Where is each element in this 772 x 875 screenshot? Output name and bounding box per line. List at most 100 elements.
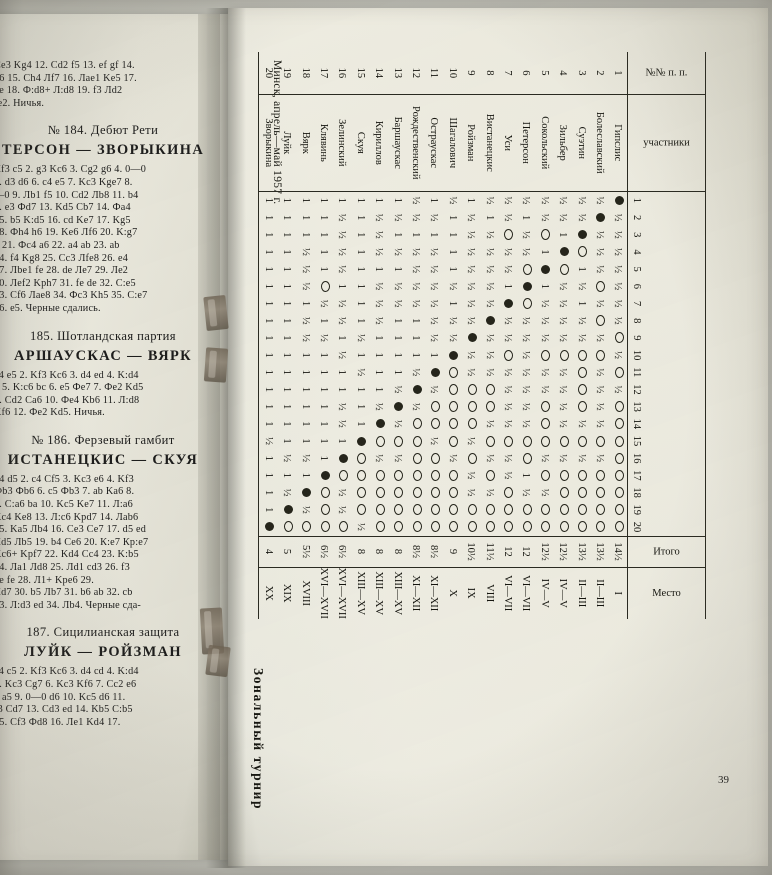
result-cell <box>388 484 406 501</box>
zero-glyph <box>302 521 312 533</box>
table-row: 13 Баршаускас 1 ½ 1 ½ 1 ½ ½ 1 1 1 1 ½ ½ ½ 8 XIII—XV <box>387 52 407 619</box>
result-cell <box>370 501 388 518</box>
result-cell: ½ <box>501 471 513 480</box>
zero-glyph <box>541 504 551 516</box>
zero-glyph <box>596 504 606 516</box>
column-header-opponent-18: 18 <box>627 483 706 502</box>
result-cell: ½ <box>465 368 477 377</box>
zero-glyph <box>614 452 624 464</box>
result-cell <box>517 261 535 278</box>
zero-glyph <box>357 504 367 516</box>
game-move-line: Kc6+ Kpf7 22. Kd4 Cc4 23. K:b5 <box>0 549 139 561</box>
total-score: 12½ <box>553 536 572 568</box>
player-name: Клявинь <box>314 94 333 192</box>
result-cell: 1 <box>446 249 458 255</box>
zero-glyph <box>486 469 496 481</box>
result-cell: ½ <box>373 402 385 411</box>
result-cell: ½ <box>336 402 348 411</box>
result-cell: ½ <box>299 265 311 274</box>
result-cell: ½ <box>593 248 605 256</box>
result-cell: ½ <box>410 213 422 222</box>
result-cell: 1 <box>258 380 278 399</box>
result-cell: ½ <box>593 402 605 411</box>
result-cell: ½ <box>593 454 605 463</box>
zero-glyph <box>467 401 477 413</box>
row-number: 13 <box>391 67 403 79</box>
result-cell: 1 <box>295 191 315 209</box>
game-move-line: Kc4 Ke8 13. Л:c6 Kpd7 14. Лаb6 <box>0 511 139 523</box>
game-move-line: 15. Cf3 Фd8 16. Лe1 Kd4 17. <box>0 716 121 728</box>
result-cell: ½ <box>557 454 569 463</box>
game-move-line: 7 21. Фc4 a6 22. a4 ab 23. ab <box>0 239 120 251</box>
zero-glyph <box>357 469 367 481</box>
result-cell <box>480 398 498 415</box>
column-header-opponent-19: 19 <box>627 501 706 519</box>
result-cell <box>314 278 332 295</box>
table-row: 9 Ройзман 1 ½ ½ ½ ½ ½ ½ ½ ½ ½ ½ ½ ½ 10½ IX <box>461 52 480 619</box>
result-cell <box>278 518 296 536</box>
result-cell: 1 <box>299 472 311 478</box>
result-cell <box>443 484 461 501</box>
game-move-line: 5. Kc3 Cg7 6. Kc3 Kf6 7. Cc2 e6 <box>0 679 137 690</box>
zero-glyph <box>578 246 588 258</box>
total-score: 4 <box>258 536 278 568</box>
row-number: 12 <box>410 67 422 79</box>
result-cell: ½ <box>483 230 495 239</box>
zero-glyph <box>467 504 477 516</box>
self-pairing-dot-icon <box>596 213 606 223</box>
zero-glyph <box>486 521 496 533</box>
zero-glyph <box>596 349 606 361</box>
result-cell: 1 <box>258 226 278 244</box>
zero-glyph <box>614 366 624 378</box>
result-cell <box>498 295 516 312</box>
total-score: 12 <box>516 536 536 568</box>
result-cell <box>535 346 553 363</box>
zero-glyph <box>375 521 385 533</box>
result-cell: 1 <box>351 191 370 209</box>
zero-glyph <box>541 435 551 447</box>
result-cell <box>443 467 461 484</box>
result-cell: ½ <box>593 419 605 428</box>
zero-glyph <box>449 383 459 395</box>
result-cell: ½ <box>465 282 477 291</box>
result-cell: ½ <box>428 333 440 342</box>
crosstable-container: №№ п. п. участники 1 2 3 4 5 6 7 8 9 10 11 12 13 14 15 16… <box>254 52 706 752</box>
zero-glyph <box>578 487 588 499</box>
column-header-opponent-20: 20 <box>627 518 706 537</box>
result-cell <box>590 467 608 484</box>
game-players: ИСТАНЕЦКИС — СКУЯ <box>7 451 199 468</box>
result-cell: 1 <box>391 352 403 358</box>
result-cell: ½ <box>391 248 403 256</box>
result-cell: 1 <box>318 386 330 393</box>
result-cell: ½ <box>520 316 532 325</box>
place: XI—XII <box>424 567 444 619</box>
game-move-line: 4 5. K:c6 bc 6. e5 Фе7 7. Фе2 Kd5 <box>0 382 144 394</box>
zero-glyph <box>375 487 385 499</box>
player-name: Зворыкина <box>258 94 278 192</box>
result-cell: 1 <box>391 232 403 238</box>
total-score: 8½ <box>424 536 444 568</box>
row-number: 4 <box>557 70 569 76</box>
result-cell: ½ <box>410 368 422 377</box>
result-cell: ½ <box>391 385 403 394</box>
result-cell: ½ <box>608 346 628 364</box>
result-cell: ½ <box>465 316 477 325</box>
result-cell <box>278 501 296 518</box>
crosstable-body: 1 Гипслис ½ ½ ½ ½ ½ ½ ½ ½ ½ 14½ I 2 Болеславский ½ ½ ½ ½ ½ ½… <box>258 52 628 619</box>
zero-glyph <box>412 435 422 447</box>
result-cell <box>553 346 571 363</box>
result-cell: ½ <box>428 437 440 445</box>
result-cell: ½ <box>520 333 532 342</box>
row-number: 14 <box>373 67 385 79</box>
result-cell <box>553 467 571 484</box>
zero-glyph <box>578 469 588 481</box>
result-cell <box>608 449 628 467</box>
result-cell: 1 <box>354 232 366 238</box>
result-cell: 1 <box>354 421 366 427</box>
result-cell: 1 <box>446 300 458 307</box>
result-cell: ½ <box>535 191 554 209</box>
result-cell <box>572 243 590 260</box>
zero-glyph <box>449 435 459 447</box>
zero-glyph <box>559 263 569 275</box>
table-row: 2 Болеславский ½ ½ ½ ½ ½ ½ ½ ½ ½ ½ ½ 13½ II—III <box>590 52 609 619</box>
